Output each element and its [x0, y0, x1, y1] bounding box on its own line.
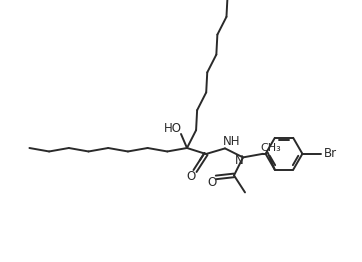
Text: Br: Br [324, 147, 337, 160]
Text: CH₃: CH₃ [260, 143, 281, 153]
Text: HO: HO [164, 122, 182, 134]
Text: O: O [207, 176, 216, 189]
Text: NH: NH [223, 135, 241, 148]
Text: O: O [186, 170, 195, 183]
Text: N: N [235, 154, 243, 167]
